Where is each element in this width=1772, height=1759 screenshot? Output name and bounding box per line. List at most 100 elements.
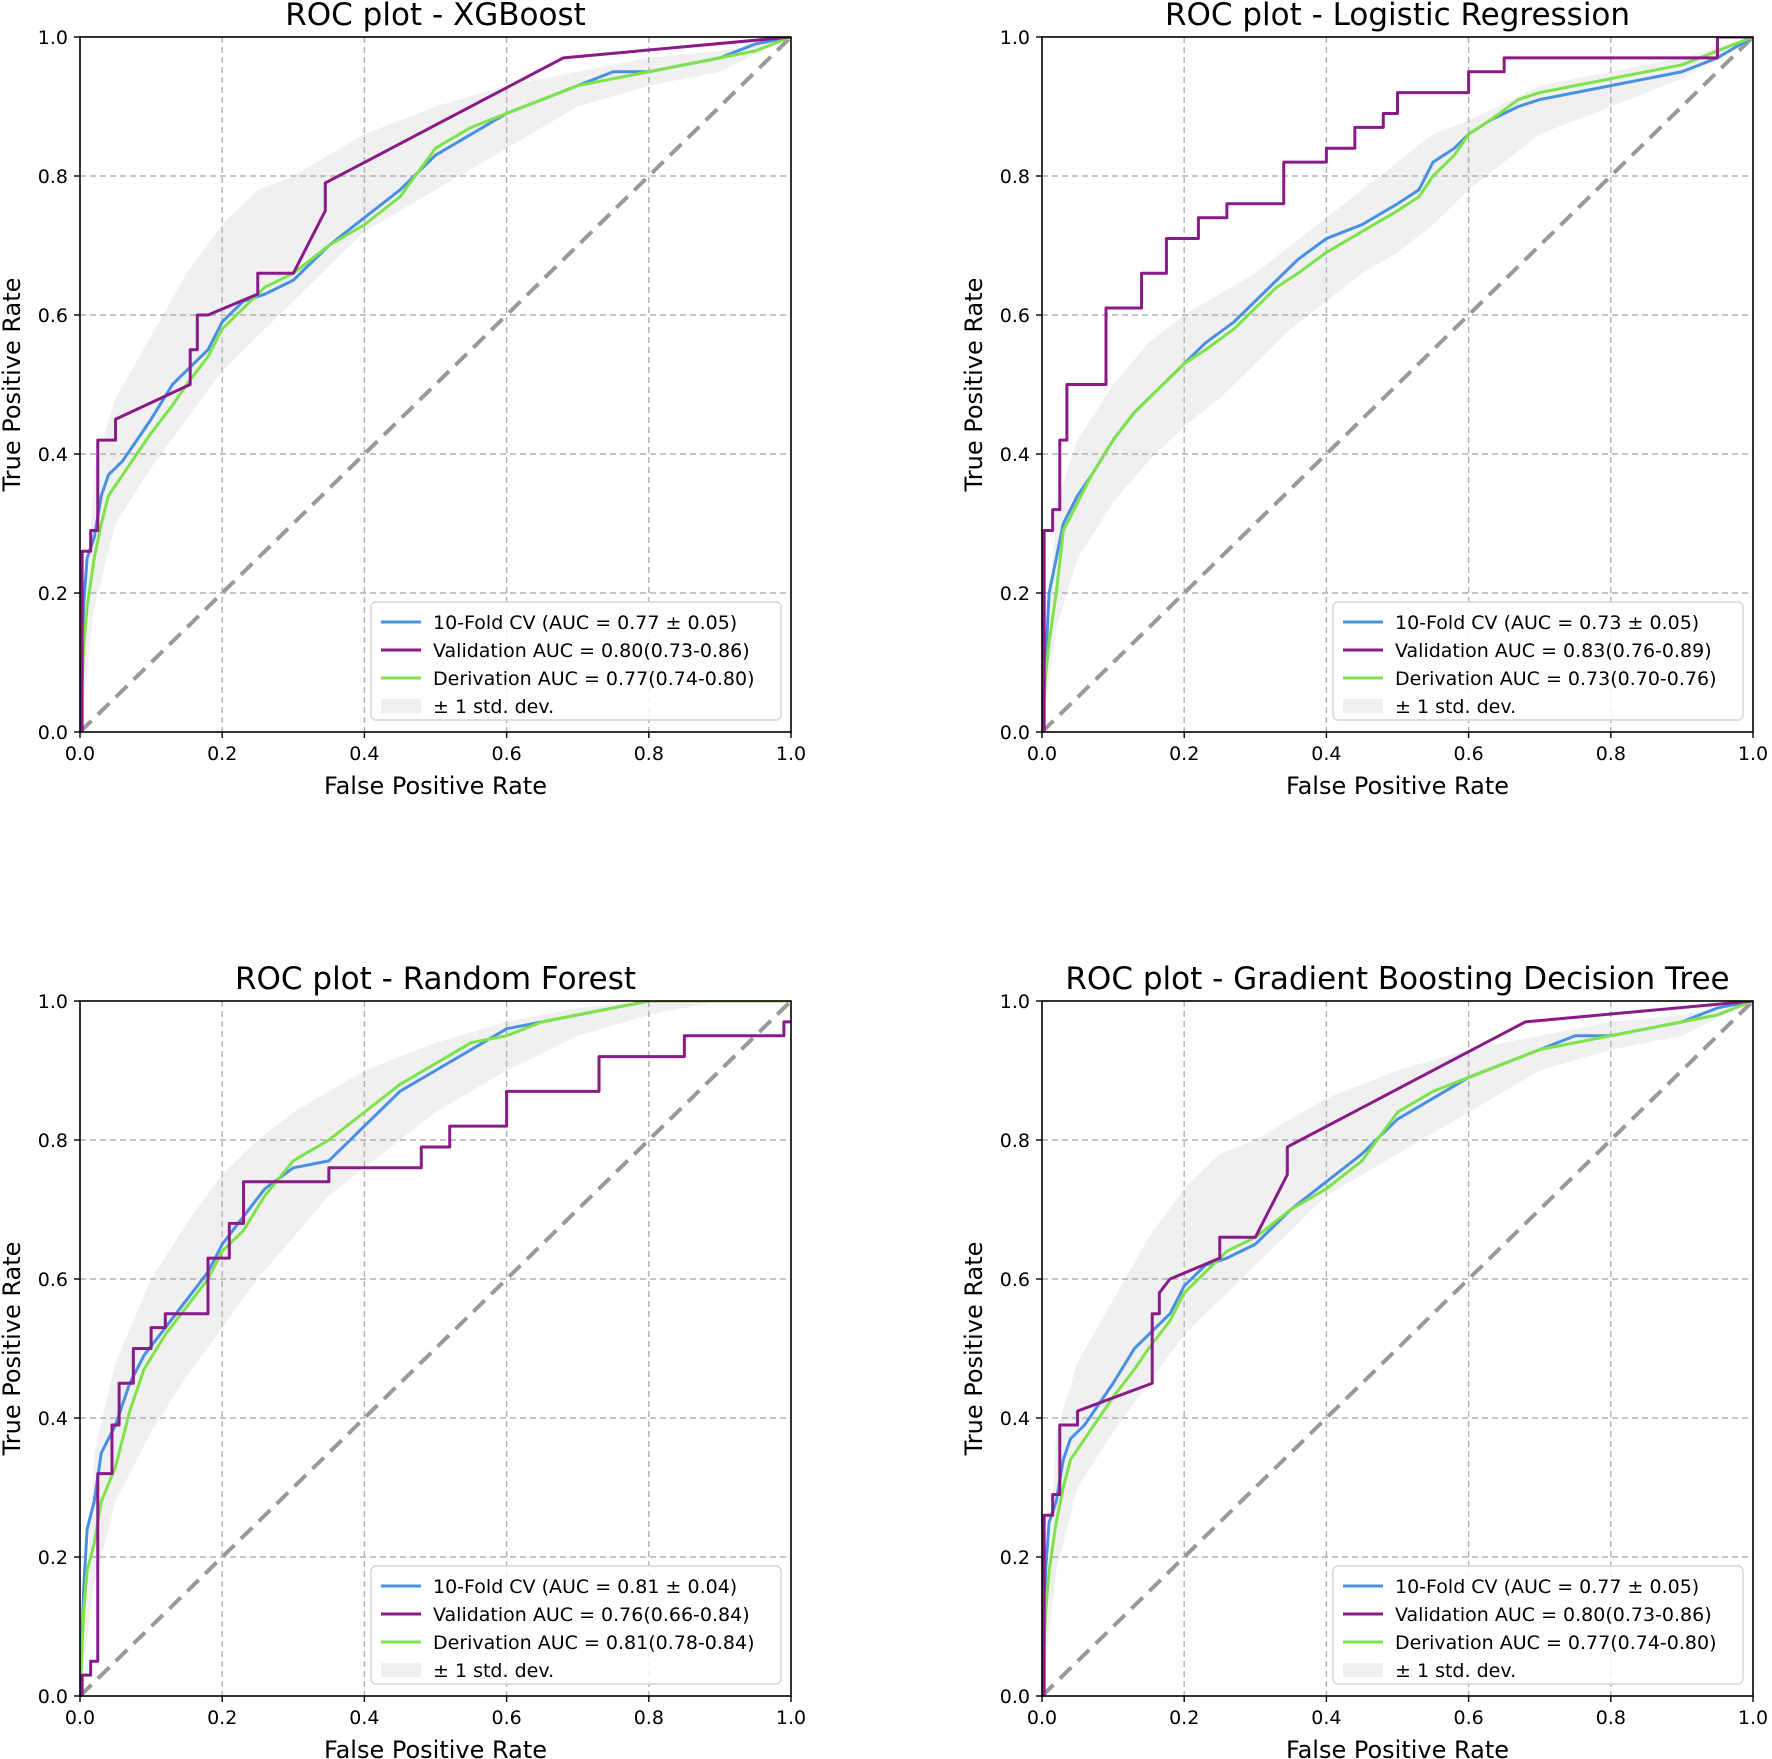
x-tick-label: 0.8 (634, 1707, 664, 1729)
x-tick-label: 0.8 (1596, 743, 1626, 765)
y-tick-label: 0.4 (1000, 1408, 1030, 1430)
legend-label: ± 1 std. dev. (433, 696, 554, 718)
legend-entry-cv: 10-Fold CV (AUC = 0.77 ± 0.05) (381, 612, 737, 634)
legend: 10-Fold CV (AUC = 0.77 ± 0.05) Validation… (1332, 1565, 1744, 1685)
x-tick-label: 0.0 (65, 1707, 95, 1729)
y-tick-label: 0.0 (38, 1686, 68, 1708)
legend-label: Derivation AUC = 0.77(0.74-0.80) (1395, 1632, 1717, 1654)
chart-title: ROC plot - Random Forest (235, 961, 636, 997)
legend-box (370, 601, 782, 721)
y-tick-label: 0.2 (38, 1547, 68, 1569)
legend-label: Derivation AUC = 0.81(0.78-0.84) (433, 1632, 755, 1654)
plot-frame (79, 36, 792, 733)
x-tick-label: 1.0 (776, 743, 806, 765)
x-axis-label: False Positive Rate (1286, 1736, 1509, 1759)
y-tick-label: 0.8 (38, 1130, 68, 1152)
legend-entry-derivation: Derivation AUC = 0.73(0.70-0.76) (1343, 668, 1717, 690)
x-tick-label: 0.4 (349, 1707, 379, 1729)
y-tick-label: 1.0 (38, 27, 68, 49)
x-axis-label: False Positive Rate (1286, 772, 1509, 800)
plot-frame (1041, 1000, 1754, 1697)
y-tick-label: 1.0 (1000, 991, 1030, 1013)
y-tick-label: 0.6 (1000, 1269, 1030, 1291)
legend-entry-validation: Validation AUC = 0.76(0.66-0.84) (381, 1604, 750, 1626)
y-tick-label: 0.8 (1000, 166, 1030, 188)
roc-panel-1: 0.0 0.2 0.4 0.6 0.8 1.0 0.0 0.2 0.4 0.6 0.8 1.0 ROC … (0, 0, 806, 800)
roc-panel-4: 0.0 0.2 0.4 0.6 0.8 1.0 0.0 0.2 0.4 0.6 0.8 1.0 ROC … (960, 961, 1768, 1759)
x-tick-label: 1.0 (1738, 743, 1768, 765)
legend: 10-Fold CV (AUC = 0.77 ± 0.05) Validation… (370, 601, 782, 721)
y-tick-label: 0.6 (1000, 305, 1030, 327)
chance-diagonal (1040, 999, 1755, 1698)
chance-diagonal (1040, 35, 1755, 734)
derivation-roc-curve (1042, 37, 1753, 732)
x-tick-label: 0.2 (207, 743, 237, 765)
x-tick-label: 0.4 (349, 743, 379, 765)
derivation-roc-curve (80, 37, 791, 732)
legend-label: 10-Fold CV (AUC = 0.77 ± 0.05) (1395, 1576, 1699, 1598)
legend-swatch (381, 1663, 421, 1677)
x-tick-label: 1.0 (1738, 1707, 1768, 1729)
y-tick-label: 1.0 (38, 991, 68, 1013)
validation-roc-curve (1042, 1001, 1753, 1696)
x-tick-label: 0.4 (1311, 743, 1341, 765)
y-tick-label: 0.2 (38, 583, 68, 605)
cv-roc-curve (1042, 1001, 1753, 1696)
cv-roc-curve (80, 37, 791, 732)
derivation-roc-curve (1042, 1001, 1753, 1696)
x-tick-label: 0.2 (1169, 1707, 1199, 1729)
plot-frame (79, 1000, 792, 1697)
y-axis-label: True Positive Rate (0, 1242, 26, 1457)
legend-swatch (1343, 699, 1383, 713)
y-tick-label: 0.8 (38, 166, 68, 188)
y-tick-label: 0.0 (38, 722, 68, 744)
legend-box (370, 1565, 782, 1685)
validation-roc-curve (80, 1020, 791, 1696)
legend-label: Validation AUC = 0.80(0.73-0.86) (1395, 1604, 1712, 1626)
y-tick-label: 0.2 (1000, 1547, 1030, 1569)
legend-box (1332, 1565, 1744, 1685)
y-tick-label: 0.8 (1000, 1130, 1030, 1152)
chart-title: ROC plot - Gradient Boosting Decision Tr… (1065, 961, 1729, 997)
legend-label: ± 1 std. dev. (433, 1660, 554, 1682)
std-dev-band (80, 1001, 791, 1696)
y-tick-label: 0.6 (38, 305, 68, 327)
legend-entry-std-dev: ± 1 std. dev. (1343, 1660, 1516, 1682)
y-tick-label: 1.0 (1000, 27, 1030, 49)
x-tick-label: 0.8 (1596, 1707, 1626, 1729)
legend-label: 10-Fold CV (AUC = 0.77 ± 0.05) (433, 612, 737, 634)
roc-panel-3: 0.0 0.2 0.4 0.6 0.8 1.0 0.0 0.2 0.4 0.6 0.8 1.0 ROC … (0, 961, 806, 1759)
y-axis-label: True Positive Rate (0, 278, 26, 493)
legend-entry-std-dev: ± 1 std. dev. (1343, 696, 1516, 718)
legend-entry-std-dev: ± 1 std. dev. (381, 1660, 554, 1682)
legend-label: ± 1 std. dev. (1395, 696, 1516, 718)
std-dev-band (1042, 1001, 1753, 1696)
y-tick-label: 0.2 (1000, 583, 1030, 605)
legend-entry-derivation: Derivation AUC = 0.81(0.78-0.84) (381, 1632, 755, 1654)
x-tick-label: 0.6 (491, 1707, 521, 1729)
chart-title: ROC plot - Logistic Regression (1165, 0, 1630, 33)
y-tick-label: 0.6 (38, 1269, 68, 1291)
x-tick-label: 0.6 (491, 743, 521, 765)
x-tick-label: 0.0 (65, 743, 95, 765)
x-axis-label: False Positive Rate (324, 1736, 547, 1759)
legend-label: Validation AUC = 0.80(0.73-0.86) (433, 640, 750, 662)
x-tick-label: 0.2 (207, 1707, 237, 1729)
legend-entry-validation: Validation AUC = 0.80(0.73-0.86) (1343, 1604, 1712, 1626)
derivation-roc-curve (80, 1001, 791, 1696)
y-axis-label: True Positive Rate (960, 1242, 988, 1457)
x-axis-label: False Positive Rate (324, 772, 547, 800)
y-tick-label: 0.4 (1000, 444, 1030, 466)
roc-panel-2: 0.0 0.2 0.4 0.6 0.8 1.0 0.0 0.2 0.4 0.6 0.8 1.0 ROC … (960, 0, 1768, 800)
legend-entry-validation: Validation AUC = 0.80(0.73-0.86) (381, 640, 750, 662)
legend-entry-std-dev: ± 1 std. dev. (381, 696, 554, 718)
legend-entry-cv: 10-Fold CV (AUC = 0.73 ± 0.05) (1343, 612, 1699, 634)
y-axis-label: True Positive Rate (960, 278, 988, 493)
legend-swatch (381, 699, 421, 713)
legend-entry-derivation: Derivation AUC = 0.77(0.74-0.80) (1343, 1632, 1717, 1654)
legend-swatch (1343, 1663, 1383, 1677)
cv-roc-curve (1042, 37, 1753, 732)
x-tick-label: 1.0 (776, 1707, 806, 1729)
y-tick-label: 0.4 (38, 444, 68, 466)
